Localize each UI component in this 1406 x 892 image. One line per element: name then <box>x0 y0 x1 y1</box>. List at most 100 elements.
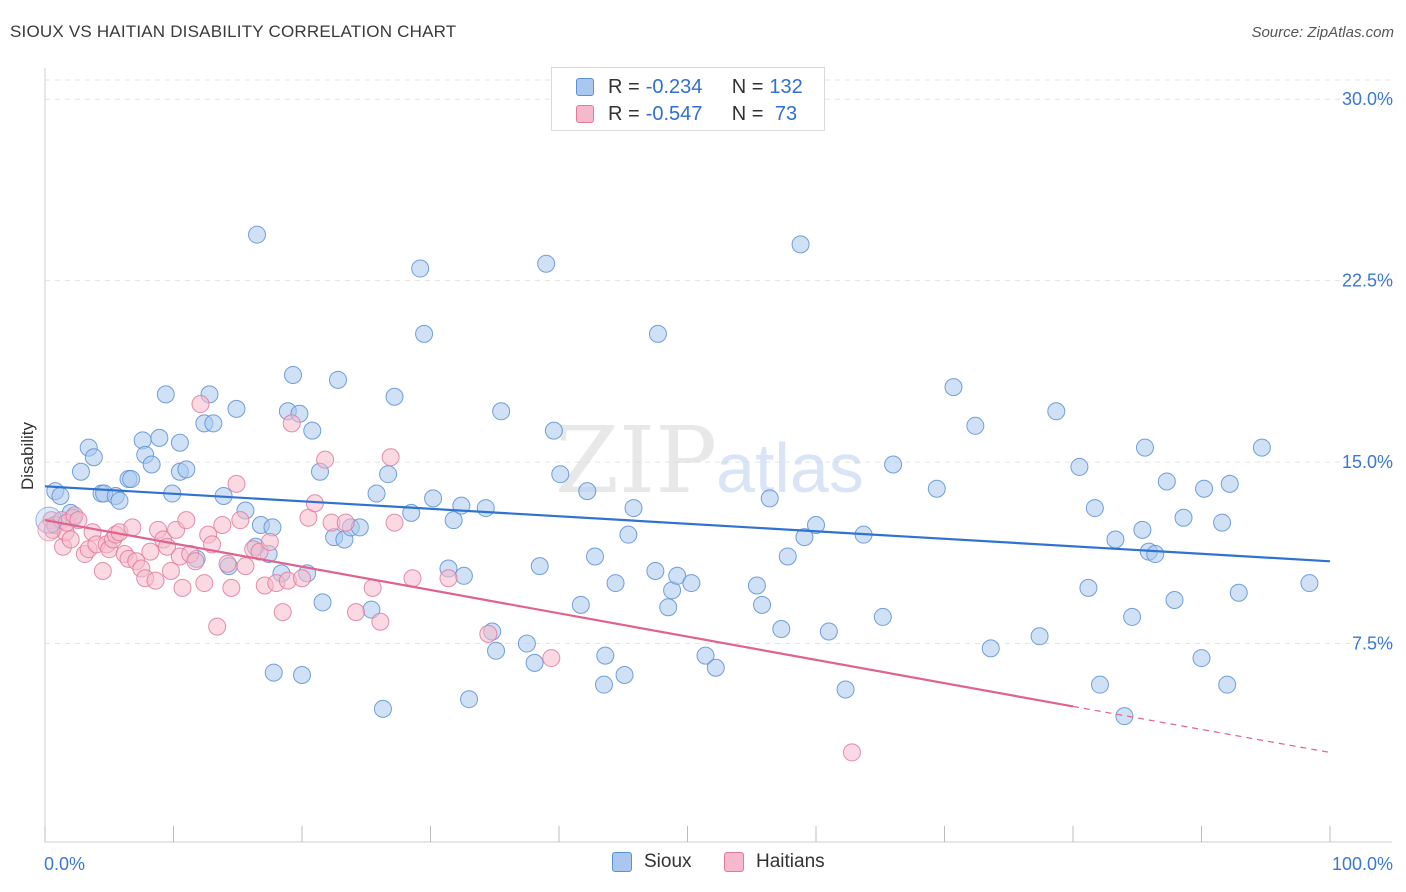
sioux-point <box>981 639 1000 658</box>
sioux-point <box>551 465 570 484</box>
sioux-point <box>517 634 536 653</box>
haitian-point <box>403 569 422 588</box>
haitian-point <box>293 569 311 588</box>
legend-item-haitians: Haitians <box>724 851 825 873</box>
sioux-point <box>578 482 597 501</box>
sioux-point <box>624 499 643 518</box>
sioux-point <box>1030 627 1049 646</box>
sioux-trend-line <box>44 485 1331 563</box>
sioux-point <box>328 370 347 389</box>
legend-r-value: -0.547 <box>645 102 703 125</box>
sioux-point <box>760 489 779 508</box>
sioux-point <box>1195 479 1214 498</box>
sioux-point <box>619 525 638 544</box>
sioux-point <box>819 622 838 641</box>
sioux-point <box>544 421 563 440</box>
sioux-point <box>84 448 103 467</box>
sioux-point <box>142 455 161 474</box>
sioux-point <box>248 225 267 244</box>
correlation-legend: R = -0.234 N = 132 R = -0.547 N = 73 <box>551 67 825 131</box>
sioux-point <box>884 455 903 474</box>
sioux-point <box>460 690 479 709</box>
y-tick-label: 22.5% <box>1342 271 1393 291</box>
haitian-point <box>231 511 250 530</box>
sioux-point <box>1213 513 1232 532</box>
haitian-point <box>236 557 255 576</box>
sioux-point <box>682 574 701 593</box>
sioux-point <box>303 421 322 440</box>
sioux-point <box>646 561 665 580</box>
sioux-point <box>1192 649 1211 668</box>
haitian-point <box>186 552 205 571</box>
sioux-point <box>778 547 797 566</box>
sioux-point <box>1115 707 1134 726</box>
sioux-point <box>1300 574 1319 593</box>
sioux-point <box>1133 520 1152 539</box>
sioux-point <box>836 680 855 699</box>
legend-n-label: N = <box>731 102 764 125</box>
sioux-point <box>367 484 386 503</box>
sioux-point <box>1146 545 1165 564</box>
axes <box>44 68 1392 843</box>
sioux-point <box>1047 402 1066 421</box>
haitian-point <box>218 554 237 573</box>
y-tick-label: 7.5% <box>1352 634 1393 654</box>
haitians-swatch <box>724 852 744 872</box>
sioux-point <box>476 499 495 518</box>
sioux-point <box>873 607 892 626</box>
legend-r-label: R = <box>608 75 640 98</box>
legend-n-label: N = <box>731 75 764 98</box>
sioux-point <box>1218 675 1237 694</box>
sioux-point <box>177 460 196 479</box>
sioux-point <box>227 399 246 418</box>
y-tick-label: 15.0% <box>1342 452 1393 472</box>
sioux-point <box>1085 499 1104 518</box>
legend-n-value: 132 <box>769 75 803 98</box>
sioux-point <box>1135 438 1154 457</box>
haitian-point <box>385 513 404 532</box>
sioux-point <box>1070 457 1089 476</box>
sioux-point <box>313 593 332 612</box>
sioux-point <box>615 666 634 684</box>
sioux-point <box>1165 591 1184 609</box>
legend-row-sioux: R = -0.234 N = 132 <box>576 76 803 98</box>
sioux-point <box>487 641 506 660</box>
sioux-point <box>747 576 766 595</box>
haitian-point <box>213 516 232 534</box>
haitian-point <box>346 603 365 622</box>
sioux-point <box>944 378 963 397</box>
haitian-point <box>191 395 210 414</box>
sioux-point <box>293 666 311 684</box>
sioux-point <box>594 675 613 694</box>
sioux-point <box>571 595 590 614</box>
haitian-point <box>363 578 382 597</box>
haitian-point <box>195 574 214 593</box>
sioux-point <box>696 646 715 665</box>
haitians-label: Haitians <box>756 851 825 872</box>
sioux-point <box>385 387 404 406</box>
haitian-point <box>123 518 142 537</box>
y-axis-label: Disability <box>18 421 37 490</box>
sioux-point <box>71 462 90 481</box>
haitian-point <box>381 448 400 467</box>
haitian-point <box>173 578 192 597</box>
x-tick-label: 100.0% <box>1332 854 1393 874</box>
sioux-point <box>927 479 946 498</box>
sioux-point <box>122 470 141 489</box>
haitian-point <box>260 532 279 551</box>
sioux-point <box>791 235 810 254</box>
haitian-point <box>371 612 390 631</box>
data-points <box>35 225 1319 762</box>
haitian-point <box>37 518 61 542</box>
sioux-point <box>150 428 169 447</box>
haitian-point <box>542 649 561 668</box>
haitian-point <box>141 542 160 561</box>
sioux-label: Sioux <box>644 851 692 872</box>
sioux-point <box>411 259 430 278</box>
haitian-trend-line <box>44 519 1074 708</box>
haitian-point <box>93 561 112 580</box>
sioux-point <box>415 324 434 343</box>
x-tick-label: 0.0% <box>44 854 85 874</box>
